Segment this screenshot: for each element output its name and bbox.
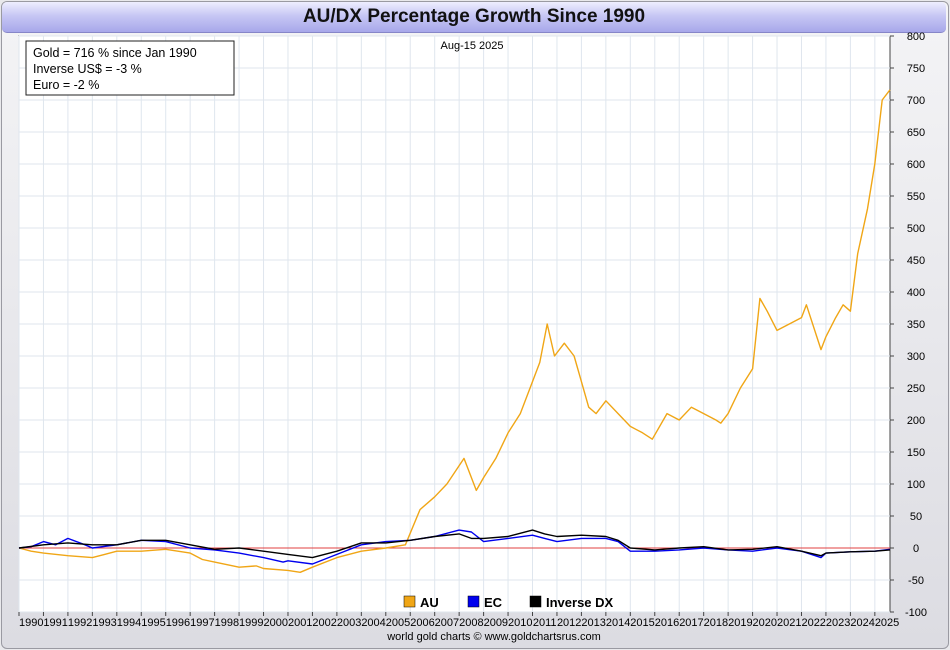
- x-tick-label: 1999: [239, 617, 263, 629]
- x-tick-label: 2010: [508, 617, 532, 629]
- y-axis: -100 -50 0 50 100 150 200 250 300 350 400 450 500 550…: [890, 31, 927, 619]
- y-tick-label: 150: [907, 447, 925, 459]
- x-tick-label: 2014: [606, 617, 630, 629]
- x-tick-label: 2015: [630, 617, 654, 629]
- x-tick-label: 2021: [777, 617, 801, 629]
- x-axis: 1990 1991 1992 1993 1994 1995 1996 1997 1998 1999…: [18, 612, 899, 629]
- x-tick-label: 1994: [117, 617, 141, 629]
- y-tick-label: 800: [907, 31, 925, 43]
- x-tick-label: 2025: [875, 617, 899, 629]
- legend-label: EC: [484, 595, 503, 610]
- gold-series-line: [18, 89, 891, 573]
- y-tick-label: 600: [907, 159, 925, 171]
- legend: AU EC Inverse DX: [403, 595, 614, 610]
- x-tick-label: 1995: [141, 617, 165, 629]
- x-tick-label: 1996: [166, 617, 190, 629]
- y-tick-label: 750: [907, 63, 925, 75]
- x-tick-label: 2019: [728, 617, 752, 629]
- legend-label: AU: [420, 595, 439, 610]
- footer-credit: world gold charts © www.goldchartsrus.co…: [386, 631, 601, 643]
- y-tick-label: 300: [907, 351, 925, 363]
- chart-title: AU/DX Percentage Growth Since 1990: [302, 6, 646, 27]
- legend-swatch: [529, 595, 542, 608]
- y-tick-label: 100: [907, 479, 925, 491]
- legend-swatch: [403, 595, 416, 608]
- y-tick-label: 450: [907, 255, 925, 267]
- x-tick-label: 2008: [459, 617, 483, 629]
- y-tick-label: 700: [907, 95, 925, 107]
- x-tick-label: 2017: [679, 617, 703, 629]
- y-tick-label: 250: [907, 383, 925, 395]
- info-box: Gold = 716 % since Jan 1990 Inverse US$ …: [25, 40, 235, 96]
- title-bar: AU/DX Percentage Growth Since 1990: [2, 2, 946, 33]
- x-tick-label: 1990: [19, 617, 43, 629]
- x-tick-label: 2004: [361, 617, 385, 629]
- x-tick-label: 1998: [215, 617, 239, 629]
- date-label: Aug-15 2025: [441, 40, 504, 52]
- x-tick-label: 2009: [484, 617, 508, 629]
- x-tick-label: 2022: [801, 617, 825, 629]
- y-tick-label: -50: [908, 575, 924, 587]
- y-tick-label: 500: [907, 223, 925, 235]
- x-tick-label: 1997: [190, 617, 214, 629]
- info-box-frame: [25, 40, 235, 96]
- x-tick-label: 2024: [850, 617, 874, 629]
- x-tick-label: 2023: [826, 617, 850, 629]
- x-tick-label: 2016: [655, 617, 679, 629]
- x-tick-label: 2011: [533, 617, 557, 629]
- y-tick-label: 50: [910, 511, 922, 523]
- x-tick-label: 2018: [704, 617, 728, 629]
- grid: [18, 35, 890, 613]
- y-tick-label: 350: [907, 319, 925, 331]
- x-tick-label: 2006: [410, 617, 434, 629]
- x-tick-label: 1991: [43, 617, 67, 629]
- info-euro: Euro = -2 %: [33, 78, 99, 92]
- x-tick-label: 1993: [92, 617, 116, 629]
- series-lines: [18, 89, 891, 573]
- y-tick-label: 550: [907, 191, 925, 203]
- y-tick-label: 400: [907, 287, 925, 299]
- info-gold: Gold = 716 % since Jan 1990: [33, 46, 197, 60]
- x-tick-label: 2020: [753, 617, 777, 629]
- x-tick-label: 2001: [288, 617, 312, 629]
- inverse-dollar-series-line: [18, 529, 891, 559]
- y-tick-label: 200: [907, 415, 925, 427]
- x-tick-label: 1992: [68, 617, 92, 629]
- x-tick-label: 2013: [581, 617, 605, 629]
- x-tick-label: 2000: [264, 617, 288, 629]
- y-tick-label: -100: [905, 607, 927, 619]
- info-dollar: Inverse US$ = -3 %: [33, 62, 142, 76]
- x-tick-label: 2003: [337, 617, 361, 629]
- x-tick-label: 2007: [435, 617, 459, 629]
- legend-label: Inverse DX: [546, 595, 614, 610]
- x-tick-label: 2012: [557, 617, 581, 629]
- x-tick-label: 2005: [386, 617, 410, 629]
- y-tick-label: 0: [913, 543, 919, 555]
- y-tick-label: 650: [907, 127, 925, 139]
- x-tick-label: 2002: [312, 617, 336, 629]
- legend-swatch: [467, 595, 480, 608]
